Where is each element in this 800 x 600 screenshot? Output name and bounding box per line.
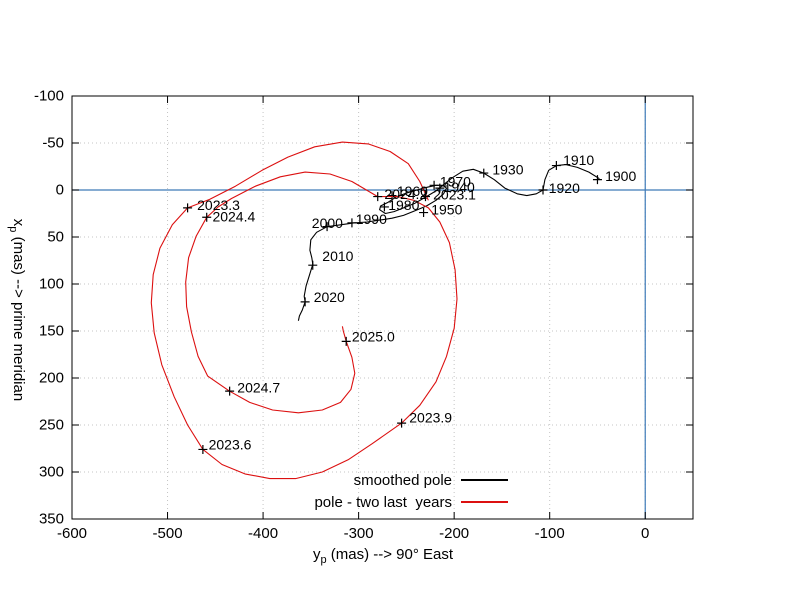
point-marker-2023.1: [420, 192, 430, 202]
point-marker-1940: [435, 183, 445, 193]
point-marker-1950: [419, 208, 429, 218]
epoch-label-2023.1: 2023.1: [433, 187, 476, 203]
y-tick-label: 0: [56, 182, 64, 199]
year-label-1930: 1930: [492, 161, 523, 177]
y-tick-label: 250: [39, 417, 64, 434]
epoch-label-2023.3: 2023.3: [197, 197, 240, 213]
x-tick-label: -300: [344, 525, 374, 542]
legend: smoothed pole pole - two last years: [150, 469, 508, 513]
point-marker-2023.6: [198, 444, 208, 454]
y-tick-label: 100: [39, 276, 64, 293]
year-label-1910: 1910: [563, 152, 594, 168]
point-marker-1910: [551, 161, 561, 171]
year-label-1970: 1970: [440, 174, 471, 190]
point-marker-2000: [322, 222, 332, 232]
point-marker-2020: [300, 297, 310, 307]
x-tick-label: -400: [248, 525, 278, 542]
epoch-label-2024.2: 2024.2: [384, 186, 427, 202]
y-axis-title: xp (mas) --> prime meridian: [7, 218, 27, 402]
plot-border: [71, 95, 694, 520]
epoch-label-2023.6: 2023.6: [209, 437, 252, 453]
point-marker-2024.7: [225, 386, 235, 396]
point-marker-2024.4: [202, 212, 212, 222]
year-label-2020: 2020: [314, 289, 345, 305]
legend-label: pole - two last years: [314, 493, 452, 511]
legend-line-swatch: [461, 479, 508, 481]
year-label-1950: 1950: [431, 202, 462, 218]
legend-label: smoothed pole: [353, 471, 452, 489]
point-marker-2023.3: [183, 203, 193, 213]
year-label-1960: 1960: [397, 183, 428, 199]
x-tick-label: -100: [535, 525, 565, 542]
legend-line-swatch: [461, 501, 508, 503]
legend-entry: pole - two last years: [150, 491, 508, 513]
year-label-1920: 1920: [549, 180, 580, 196]
year-label-2000: 2000: [312, 215, 343, 231]
point-marker-1920: [538, 185, 548, 195]
point-marker-1990: [347, 218, 357, 228]
y-tick-label: -50: [42, 135, 64, 152]
year-label-1940: 1940: [444, 179, 475, 195]
y-tick-label: 150: [39, 323, 64, 340]
x-tick-label: -500: [153, 525, 183, 542]
legend-entry: smoothed pole: [150, 469, 508, 491]
point-marker-2010: [308, 260, 318, 270]
epoch-label-2023.9: 2023.9: [409, 409, 452, 425]
year-label-1990: 1990: [356, 211, 387, 227]
point-marker-1930: [479, 168, 489, 178]
y-tick-label: 350: [39, 511, 64, 528]
point-marker-1900: [592, 175, 602, 185]
year-label-2010: 2010: [322, 248, 353, 264]
smoothed-pole-curve: [297, 164, 600, 321]
point-marker-1980: [379, 202, 389, 212]
x-axis-title: yp (mas) --> 90° East: [312, 546, 454, 566]
point-marker-1960: [387, 191, 397, 201]
x-tick-label: -600: [57, 525, 87, 542]
year-label-1980: 1980: [388, 197, 419, 213]
epoch-label-2025.0: 2025.0: [352, 329, 395, 345]
y-tick-label: -100: [34, 88, 64, 105]
epoch-label-2024.7: 2024.7: [237, 379, 280, 395]
x-tick-label: 0: [641, 525, 649, 542]
point-marker-2023.9: [397, 418, 407, 428]
epoch-label-2024.4: 2024.4: [212, 208, 255, 224]
point-marker-2025.0: [341, 336, 351, 346]
recent-pole-curve: [150, 141, 458, 480]
y-tick-label: 50: [47, 229, 64, 246]
year-label-1900: 1900: [605, 168, 636, 184]
y-tick-label: 300: [39, 464, 64, 481]
x-tick-label: -200: [439, 525, 469, 542]
y-tick-label: 200: [39, 370, 64, 387]
point-marker-2024.2: [373, 192, 383, 202]
point-marker-1970: [429, 180, 439, 190]
